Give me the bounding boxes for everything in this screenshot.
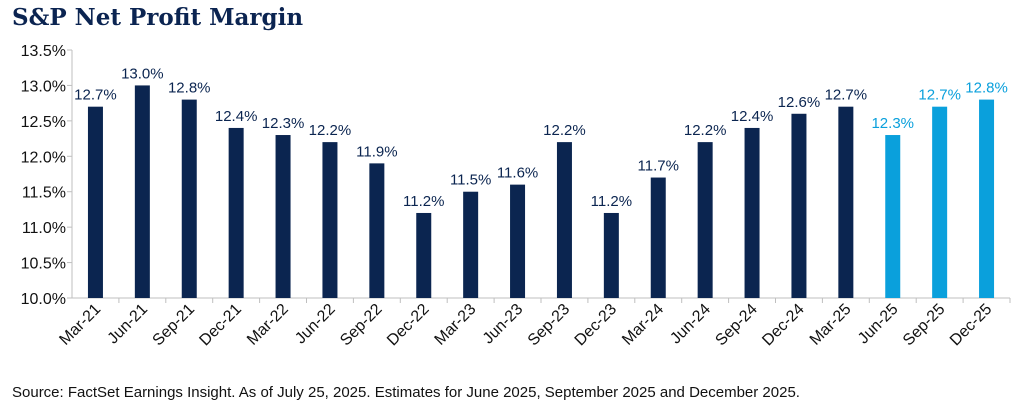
data-label: 12.7% [74, 87, 117, 104]
x-tick-label: Dec-21 [196, 301, 245, 350]
x-tick-label: Dec-23 [572, 301, 621, 350]
y-tick-label: 13.5% [21, 43, 66, 60]
x-tick-label: Jun-21 [105, 301, 152, 348]
x-tick-label: Sep-24 [712, 301, 761, 350]
source-note: Source: FactSet Earnings Insight. As of … [12, 384, 800, 401]
bar [838, 106, 854, 298]
y-tick-label: 10.5% [21, 256, 66, 273]
x-tick-label: Sep-21 [150, 301, 199, 350]
y-tick-label: 13.0% [21, 78, 66, 95]
data-label: 11.2% [591, 193, 632, 210]
x-tick-label: Dec-25 [947, 301, 996, 350]
bar [369, 163, 385, 298]
data-label: 12.3% [871, 115, 914, 132]
data-label: 11.5% [450, 172, 491, 189]
data-label: 12.4% [215, 108, 258, 125]
data-label: 12.4% [731, 108, 774, 125]
data-label: 12.7% [918, 87, 961, 104]
x-tick-label: Mar-23 [432, 301, 480, 349]
x-tick-label: Sep-22 [337, 301, 386, 350]
data-label: 11.9% [356, 143, 397, 160]
bar [697, 142, 713, 298]
data-label: 12.3% [262, 115, 305, 132]
bar [87, 106, 103, 298]
data-label: 12.8% [965, 80, 1008, 97]
bar [556, 142, 572, 298]
bar [791, 113, 807, 299]
bar [979, 99, 995, 298]
bar [885, 135, 901, 298]
data-label: 11.2% [403, 193, 444, 210]
bar [322, 142, 338, 298]
x-tick-label: Mar-25 [807, 301, 855, 349]
x-tick-label: Dec-22 [384, 301, 433, 350]
bar [181, 99, 197, 298]
data-label: 12.2% [309, 122, 352, 139]
data-label: 12.6% [778, 94, 821, 111]
y-tick-label: 12.0% [21, 149, 66, 166]
y-tick-label: 10.0% [21, 291, 66, 308]
bar [650, 177, 666, 298]
x-tick-label: Jun-25 [855, 301, 902, 348]
x-tick-label: Jun-24 [667, 301, 714, 348]
data-label: 12.2% [684, 122, 727, 139]
bar [932, 106, 948, 298]
bar [228, 127, 244, 298]
x-tick-label: Jun-23 [480, 301, 527, 348]
bar-chart: 10.0% 10.5% 11.0% 11.5% 12.0% 12.5% 13.0% 13.5%… [21, 43, 1011, 350]
data-label: 12.8% [168, 80, 211, 97]
y-tick-label: 11.5% [22, 185, 66, 202]
y-tick-label: 11.0% [22, 220, 66, 237]
chart-title: S&P Net Profit Margin [12, 4, 304, 31]
data-label: 12.7% [825, 87, 868, 104]
x-tick-label: Sep-25 [900, 301, 949, 350]
x-tick-label: Mar-24 [619, 301, 667, 349]
data-label: 13.0% [121, 65, 164, 82]
bar [510, 184, 526, 298]
y-tick-label: 12.5% [21, 114, 66, 131]
bar [134, 85, 150, 298]
bar [463, 191, 479, 298]
data-label: 12.2% [543, 122, 586, 139]
bar [603, 212, 619, 298]
bar [744, 127, 760, 298]
data-label: 11.6% [497, 165, 538, 182]
x-tick-label: Jun-22 [292, 301, 339, 348]
bar [416, 212, 432, 298]
x-tick-label: Dec-24 [759, 301, 808, 350]
bar [275, 135, 291, 298]
data-label: 11.7% [638, 158, 679, 175]
x-tick-label: Sep-23 [525, 301, 574, 350]
x-tick-label: Mar-22 [244, 301, 292, 349]
